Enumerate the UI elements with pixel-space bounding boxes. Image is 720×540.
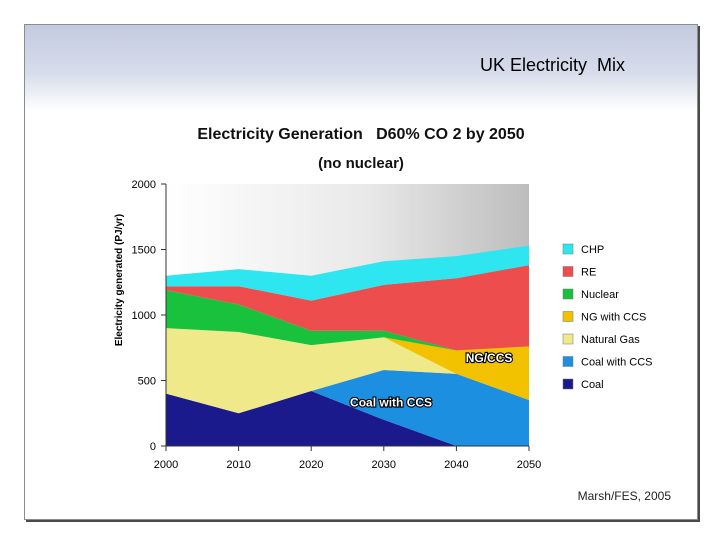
area-nuclear: [166, 290, 529, 351]
legend-swatch: [562, 356, 574, 367]
legend-swatch: [562, 378, 574, 390]
chart-annotation: NG/CCS: [466, 351, 513, 365]
y-tick-label: 0: [150, 441, 156, 453]
header-band: [25, 25, 697, 111]
legend-swatch: [562, 266, 574, 277]
legend-label: CHP: [581, 244, 604, 256]
y-tick-label: 2000: [132, 179, 156, 191]
area-coal-with-ccs: [166, 370, 529, 446]
area-re: [166, 265, 529, 351]
legend-swatch: [562, 288, 574, 300]
area-chp: [166, 245, 529, 301]
legend-label: RE: [581, 267, 596, 279]
chart-subtitle: (no nuclear): [318, 155, 404, 172]
x-tick-label: 2000: [154, 459, 178, 471]
slide-frame: UK Electricity Mix Electricity Generatio…: [24, 24, 698, 520]
credit: Marsh/FES, 2005: [577, 489, 671, 503]
legend-swatch: [562, 311, 574, 322]
y-tick-label: 1500: [132, 245, 156, 257]
y-tick-label: 500: [138, 376, 156, 388]
legend-label: Coal with CCS: [581, 357, 653, 369]
x-tick-label: 2030: [372, 459, 396, 471]
x-tick-label: 2040: [444, 459, 468, 471]
chart-annotation: Coal with CCS: [350, 396, 432, 410]
chart-title: Electricity Generation D60% CO 2 by 2050: [197, 126, 525, 143]
slide-title: UK Electricity Mix: [479, 55, 625, 75]
x-tick-label: 2010: [226, 459, 250, 471]
legend-label: Coal: [581, 379, 604, 391]
legend-label: NG with CCS: [581, 312, 646, 324]
x-tick-label: 2050: [517, 459, 541, 471]
y-tick-label: 1000: [132, 310, 156, 322]
area-natural-gas: [166, 328, 529, 414]
legend-label: Natural Gas: [581, 334, 640, 346]
chart: 0 500 1000 1500 2000 2000 2010 2020 2030 2040 2050…: [114, 179, 653, 471]
x-tick-label: 2020: [299, 459, 323, 471]
area-ng-with-ccs: [166, 328, 529, 401]
legend-swatch: [562, 333, 574, 345]
legend-swatch: [562, 243, 574, 255]
y-axis-label: Electricity generated (PJ/yr): [114, 214, 125, 346]
area-coal: [166, 391, 529, 446]
legend-label: Nuclear: [581, 289, 619, 301]
